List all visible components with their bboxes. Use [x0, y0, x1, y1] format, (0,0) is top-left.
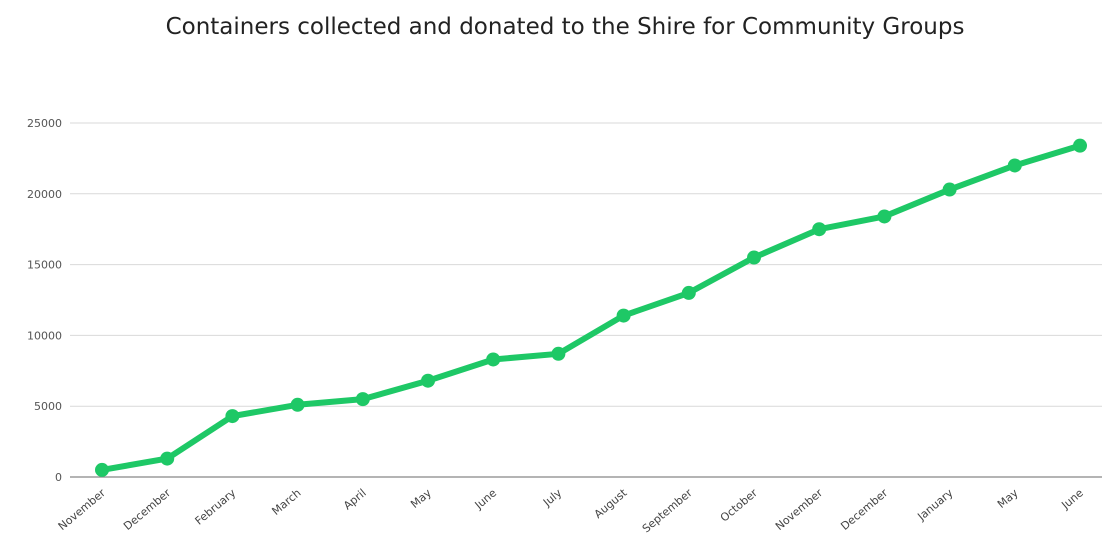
- x-tick-label: June: [472, 486, 500, 512]
- x-tick-label: October: [718, 486, 760, 525]
- y-tick-label: 5000: [34, 400, 62, 413]
- data-point: [747, 250, 761, 265]
- x-tick-label: May: [995, 486, 1021, 511]
- y-tick-label: 0: [55, 471, 62, 484]
- gridlines: [70, 122, 1102, 407]
- series-line: [99, 142, 1083, 473]
- data-point: [290, 397, 305, 412]
- x-tick-label: September: [640, 486, 695, 535]
- data-point: [95, 462, 109, 477]
- data-point: [1007, 158, 1022, 173]
- y-tick-label: 25000: [27, 117, 62, 130]
- x-tick-label: January: [914, 486, 955, 524]
- x-tick-labels: November December February March April May Jun…: [56, 486, 1086, 535]
- data-point: [1073, 138, 1087, 153]
- data-point: [877, 209, 892, 224]
- x-tick-label: December: [838, 486, 890, 533]
- x-tick-label: June: [1058, 486, 1086, 512]
- y-tick-labels: 0 5000 10000 15000 20000 25000: [27, 117, 62, 484]
- x-tick-label: July: [540, 486, 565, 510]
- x-tick-label: November: [56, 486, 109, 533]
- y-tick-label: 10000: [27, 329, 62, 342]
- data-point: [421, 373, 435, 388]
- data-point: [616, 308, 631, 323]
- data-point: [225, 409, 240, 424]
- series-layer: [95, 138, 1087, 477]
- data-point: [160, 451, 175, 466]
- x-tick-label: April: [341, 486, 369, 512]
- x-tick-label: March: [269, 486, 303, 518]
- x-tick-label: August: [592, 486, 630, 521]
- data-point: [942, 182, 957, 197]
- x-tick-label: February: [193, 486, 239, 528]
- data-point: [681, 285, 696, 300]
- data-point: [486, 352, 501, 367]
- y-tick-label: 15000: [27, 259, 62, 272]
- data-point: [355, 392, 370, 407]
- x-tick-label: November: [773, 486, 826, 533]
- chart-title: Containers collected and donated to the …: [165, 14, 965, 40]
- x-tick-label: May: [408, 486, 434, 511]
- data-point: [551, 346, 566, 361]
- x-tick-label: December: [121, 486, 173, 533]
- y-tick-label: 20000: [27, 188, 62, 201]
- data-point: [812, 222, 827, 237]
